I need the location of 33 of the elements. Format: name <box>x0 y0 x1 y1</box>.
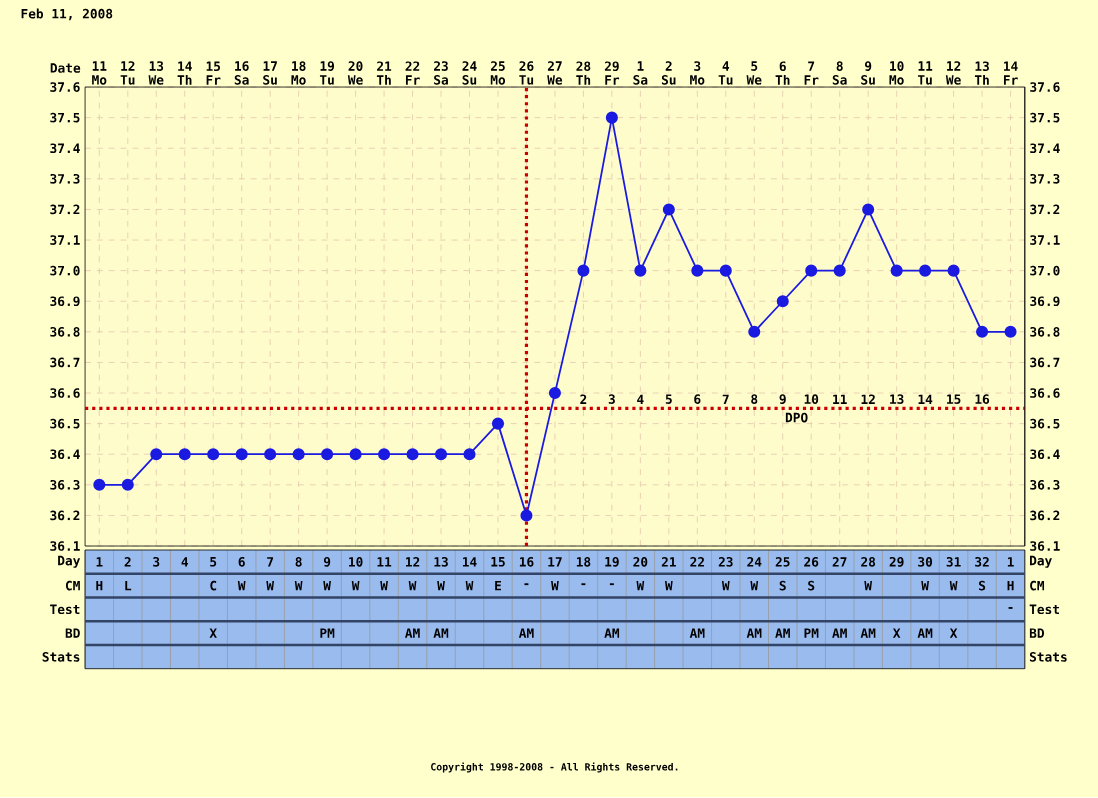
point <box>662 203 675 216</box>
point <box>491 417 505 431</box>
point <box>349 448 362 461</box>
point <box>919 264 932 278</box>
point <box>235 448 248 461</box>
point <box>634 264 647 278</box>
point <box>264 448 277 461</box>
point <box>805 264 818 278</box>
point <box>178 448 191 461</box>
point <box>947 264 960 278</box>
point <box>691 264 704 278</box>
point <box>890 264 903 278</box>
point <box>748 326 761 339</box>
point <box>150 448 163 461</box>
point <box>976 326 989 339</box>
point <box>406 448 419 461</box>
point <box>207 448 220 461</box>
point <box>548 387 561 400</box>
point <box>1004 326 1017 339</box>
point <box>93 479 106 492</box>
point <box>833 264 846 278</box>
point <box>292 448 305 461</box>
point <box>121 479 134 492</box>
point <box>321 448 334 461</box>
point <box>378 448 391 461</box>
point <box>520 509 533 522</box>
point <box>605 111 618 125</box>
point <box>435 448 448 461</box>
point <box>719 264 732 278</box>
point <box>862 203 875 216</box>
point <box>776 295 789 308</box>
point <box>463 448 476 461</box>
point <box>577 264 590 278</box>
